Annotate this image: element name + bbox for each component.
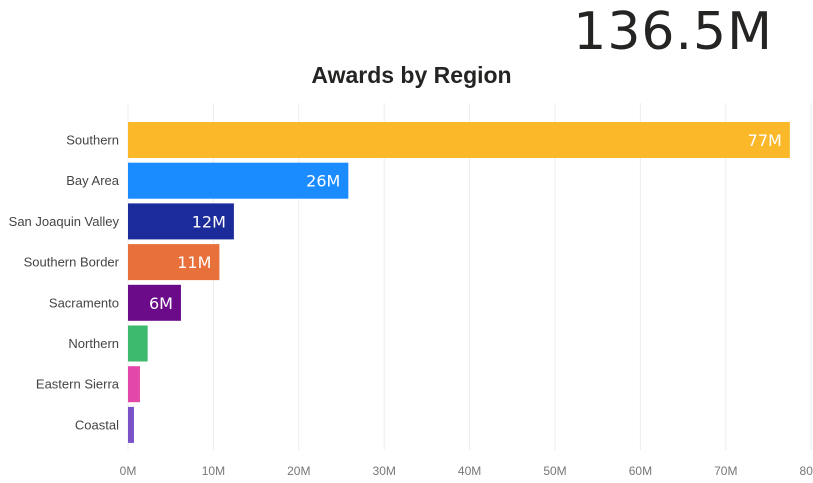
- x-tick-label: 70M: [714, 464, 737, 478]
- x-tick-label: 50M: [543, 464, 566, 478]
- category-label: Northern: [68, 336, 119, 351]
- bar: [128, 162, 349, 199]
- data-label: 77M: [748, 131, 782, 150]
- bar: [128, 203, 234, 240]
- chart-title: Awards by Region: [311, 62, 512, 88]
- data-label: 6M: [149, 294, 173, 313]
- x-tick-label: 60M: [629, 464, 652, 478]
- bar: [128, 366, 140, 403]
- data-label: 12M: [192, 212, 226, 231]
- category-label: Coastal: [75, 417, 119, 432]
- x-tick-label: 40M: [458, 464, 481, 478]
- x-tick-label: 20M: [287, 464, 310, 478]
- x-tick-label: 80M: [800, 464, 813, 478]
- bar: [128, 406, 134, 443]
- data-label: 26M: [306, 172, 340, 191]
- x-tick-label: 10M: [202, 464, 225, 478]
- total-awards-kpi: 136.5M: [573, 2, 773, 62]
- category-label: Eastern Sierra: [36, 377, 120, 392]
- category-label: Southern: [66, 133, 119, 148]
- category-label: Southern Border: [24, 255, 120, 270]
- bar: [128, 244, 220, 281]
- bar: [128, 122, 790, 158]
- x-tick-label: 30M: [373, 464, 396, 478]
- category-label: San Joaquin Valley: [9, 214, 120, 229]
- bar: [128, 325, 148, 362]
- category-label: Bay Area: [66, 173, 120, 188]
- category-label: Sacramento: [49, 295, 119, 310]
- data-label: 11M: [177, 253, 211, 272]
- bar: [128, 284, 181, 321]
- x-tick-label: 0M: [120, 464, 137, 478]
